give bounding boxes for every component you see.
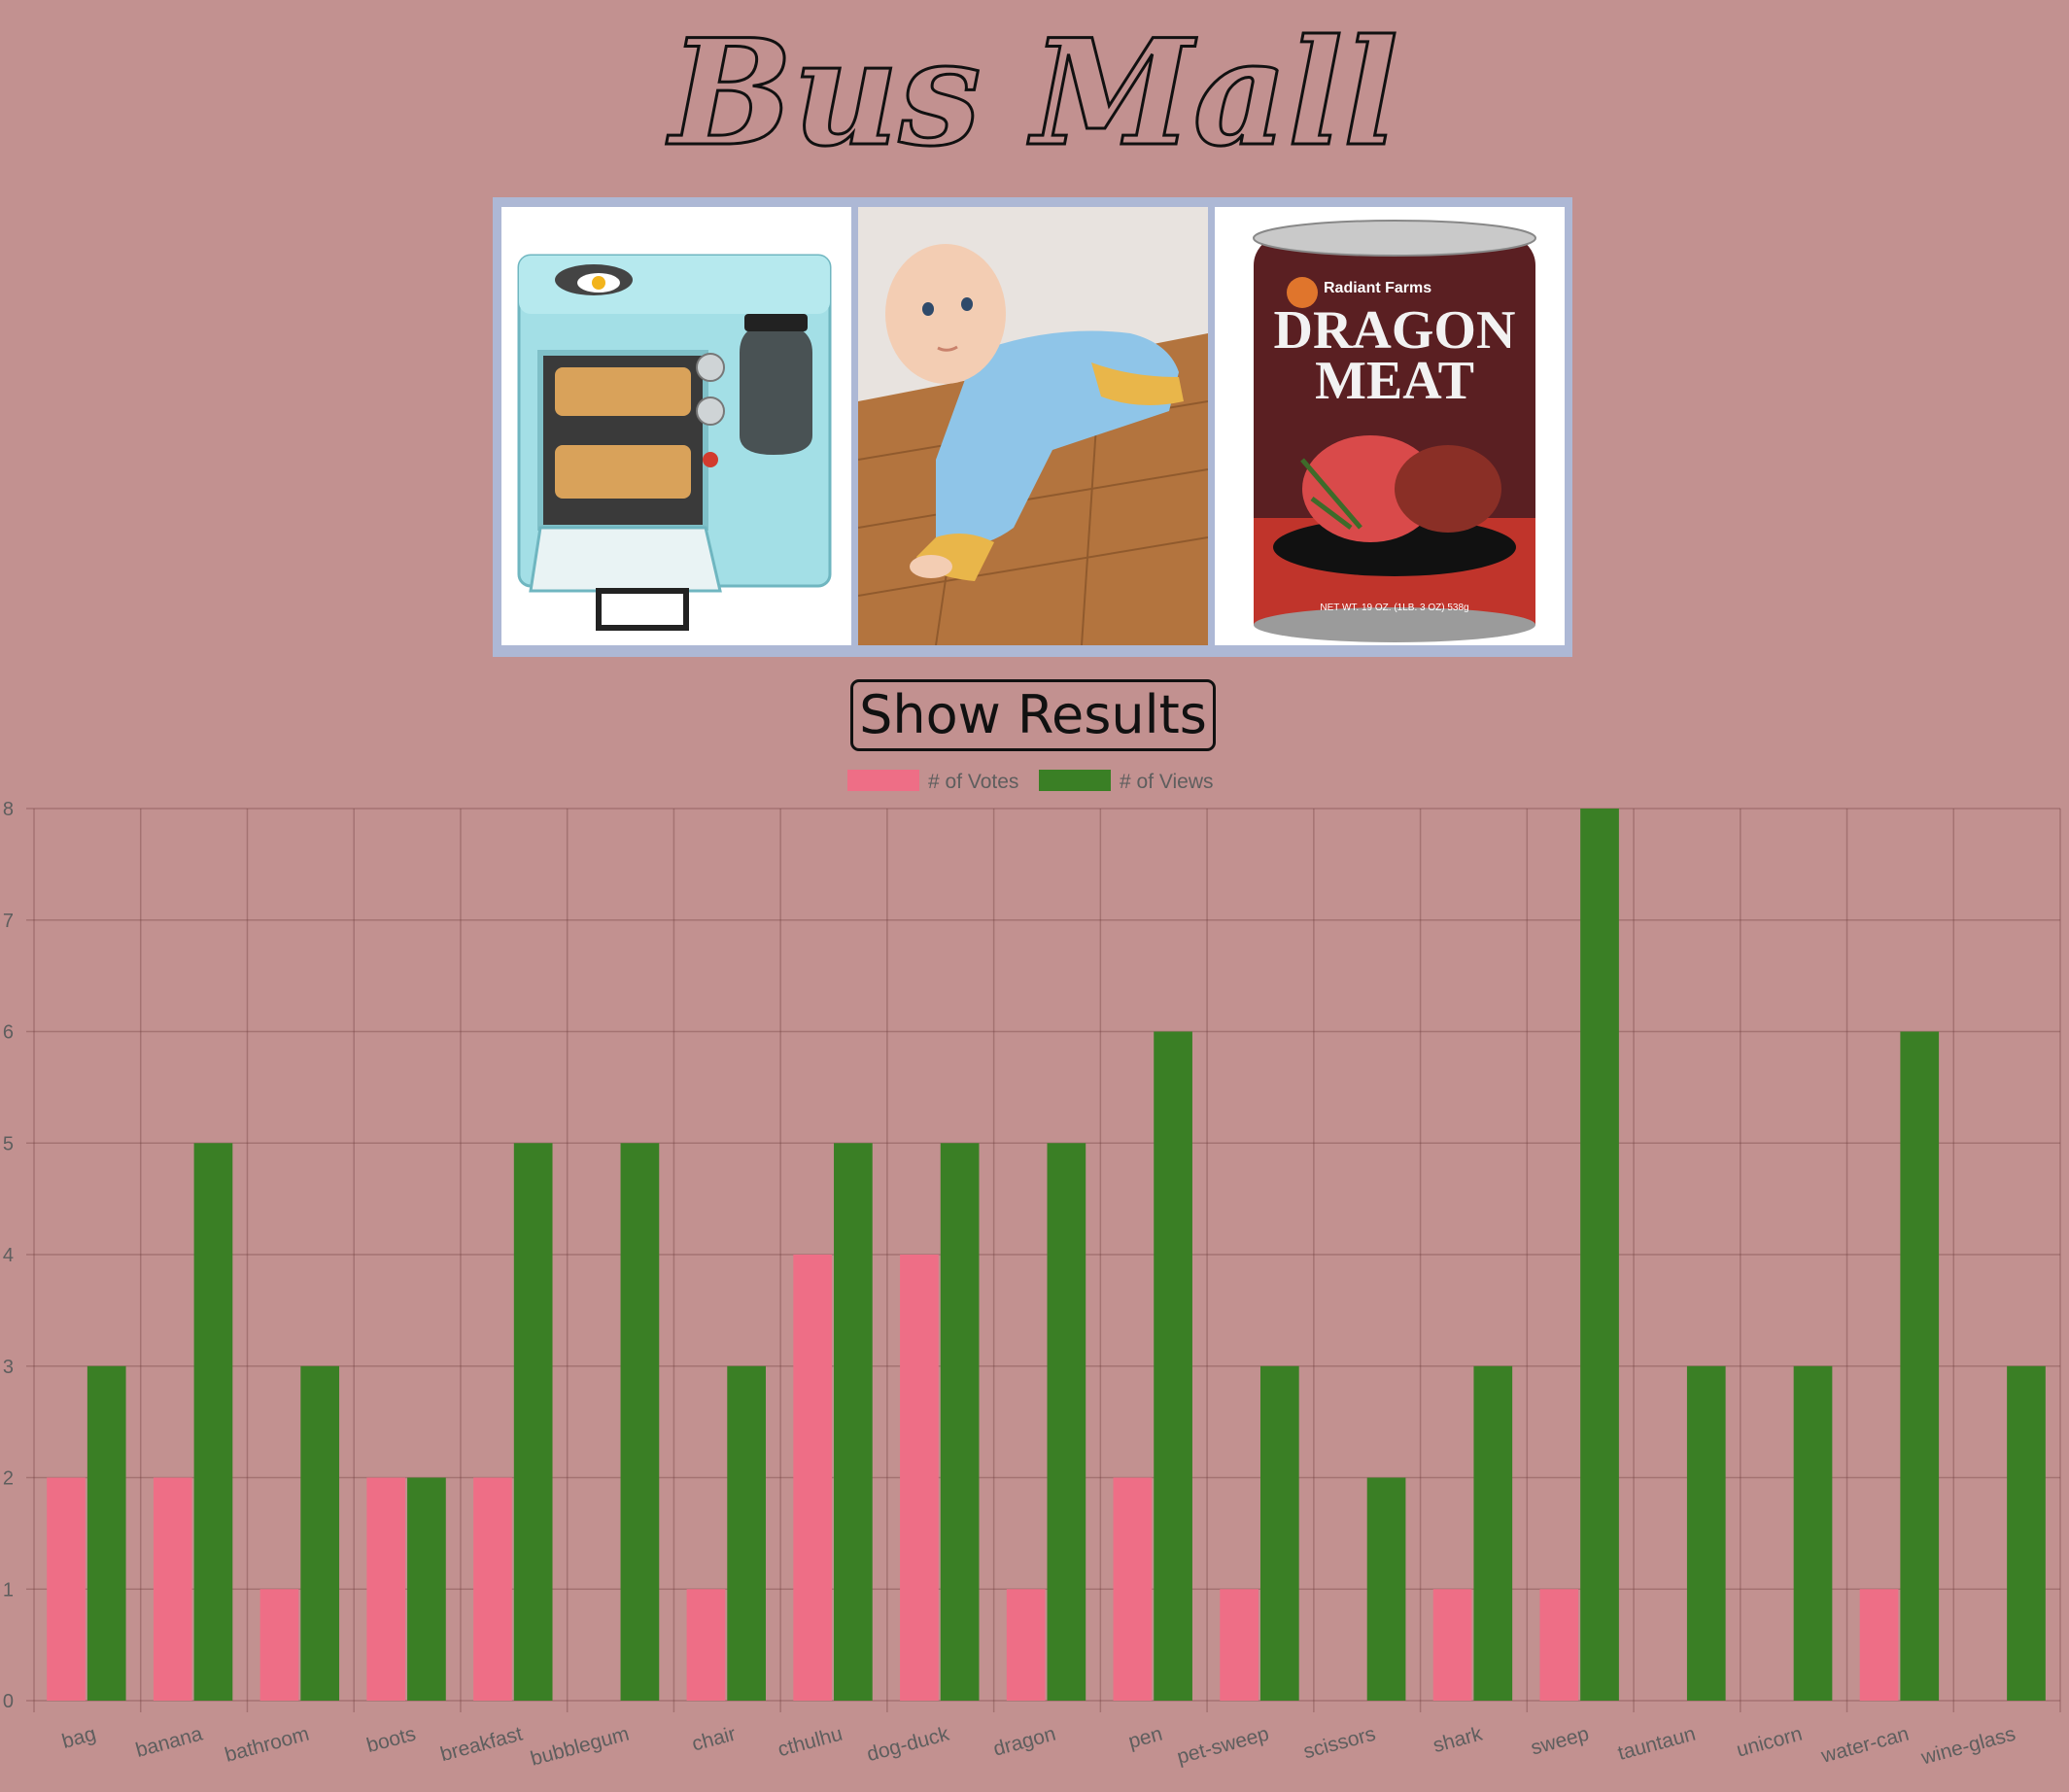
- page-title: Bus Mall: [665, 7, 1400, 181]
- bar-views-water-can: [1900, 1031, 1940, 1701]
- y-tick-label: 4: [3, 1245, 14, 1266]
- x-tick-label: dragon: [991, 1723, 1058, 1761]
- show-results-button[interactable]: Show Results: [850, 679, 1216, 751]
- x-tick-label: cthulhu: [776, 1723, 845, 1762]
- bar-views-bathroom: [300, 1365, 340, 1701]
- dragon-line1-text: DRAGON: [1274, 300, 1516, 361]
- bar-views-bag: [86, 1365, 126, 1701]
- y-tick-label: 1: [3, 1579, 14, 1601]
- dragon-brand-text: Radiant Farms: [1324, 280, 1431, 296]
- x-tick-label: dog-duck: [865, 1722, 952, 1766]
- chart-x-axis: bag banana bathroom boots breakfast bubblegum…: [59, 1722, 2017, 1770]
- bar-votes-sweep: [1539, 1589, 1579, 1701]
- page-title-text: Bus Mall: [666, 8, 1398, 179]
- dragon-net-weight-text: NET WT. 19 OZ. (1LB. 3 OZ) 538g: [1320, 603, 1468, 613]
- product-image-dragon[interactable]: Radiant Farms DRAGON MEAT NET WT. 19 OZ.…: [1215, 207, 1565, 645]
- x-tick-label: bathroom: [223, 1723, 312, 1767]
- x-tick-label: tauntaun: [1615, 1723, 1698, 1765]
- bar-views-wine-glass: [2007, 1365, 2046, 1701]
- votes-views-bar-chart: # of Votes # of Views 0 1 2 3 4 5 6 7 8 bag banana…: [3, 770, 2061, 1771]
- x-tick-label: bubblegum: [529, 1723, 632, 1771]
- bar-views-pet-sweep: [1259, 1365, 1299, 1701]
- bar-votes-dragon: [1006, 1589, 1046, 1701]
- y-tick-label: 7: [3, 911, 14, 932]
- chart-legend: # of Votes # of Views: [847, 770, 1214, 793]
- bar-views-cthulhu: [834, 1143, 873, 1701]
- bar-views-tauntaun: [1686, 1365, 1726, 1701]
- legend-label-views[interactable]: # of Views: [1120, 771, 1214, 793]
- legend-swatch-votes[interactable]: [847, 770, 919, 791]
- breakfast-image: [501, 207, 851, 645]
- bar-views-pen: [1154, 1031, 1192, 1701]
- dragon-image: Radiant Farms DRAGON MEAT NET WT. 19 OZ.…: [1215, 207, 1565, 645]
- bar-votes-dog-duck: [900, 1255, 939, 1701]
- product-panel: Radiant Farms DRAGON MEAT NET WT. 19 OZ.…: [493, 197, 1572, 657]
- x-tick-label: chair: [690, 1723, 739, 1756]
- x-tick-label: breakfast: [438, 1723, 526, 1767]
- bar-votes-pen: [1113, 1477, 1153, 1701]
- product-image-breakfast[interactable]: [501, 207, 851, 645]
- bar-votes-bathroom: [259, 1589, 299, 1701]
- legend-swatch-views[interactable]: [1039, 770, 1111, 791]
- x-tick-label: pen: [1126, 1723, 1165, 1753]
- bar-views-chair: [727, 1365, 766, 1701]
- y-tick-label: 0: [3, 1691, 14, 1712]
- bar-views-banana: [193, 1143, 233, 1701]
- y-tick-label: 5: [3, 1133, 14, 1154]
- y-tick-label: 3: [3, 1357, 14, 1378]
- x-tick-label: unicorn: [1734, 1723, 1804, 1762]
- bar-views-shark: [1473, 1365, 1513, 1701]
- bar-votes-breakfast: [473, 1477, 512, 1701]
- x-tick-label: sweep: [1529, 1723, 1592, 1760]
- bar-votes-banana: [153, 1477, 192, 1701]
- bar-views-bubblegum: [620, 1143, 660, 1701]
- bar-views-unicorn: [1793, 1365, 1833, 1701]
- y-tick-label: 2: [3, 1468, 14, 1490]
- bar-votes-pet-sweep: [1220, 1589, 1259, 1701]
- x-tick-label: shark: [1431, 1722, 1485, 1757]
- bar-views-sweep: [1580, 809, 1619, 1701]
- y-tick-label: 8: [3, 799, 14, 820]
- bar-votes-cthulhu: [793, 1255, 833, 1701]
- chart-y-axis: 0 1 2 3 4 5 6 7 8: [3, 799, 14, 1712]
- bar-votes-bag: [47, 1477, 86, 1701]
- bar-views-breakfast: [513, 1143, 553, 1701]
- bar-votes-chair: [686, 1589, 726, 1701]
- bar-views-scissors: [1366, 1477, 1406, 1701]
- legend-label-votes[interactable]: # of Votes: [928, 771, 1018, 793]
- x-tick-label: boots: [364, 1723, 419, 1758]
- product-image-pet-sweep[interactable]: [858, 207, 1208, 645]
- bar-views-dog-duck: [940, 1143, 980, 1701]
- x-tick-label: water-can: [1818, 1723, 1912, 1768]
- bar-views-boots: [407, 1477, 446, 1701]
- dragon-line2-text: MEAT: [1315, 351, 1474, 411]
- x-tick-label: scissors: [1301, 1723, 1378, 1764]
- x-tick-label: bag: [59, 1723, 98, 1753]
- bar-votes-boots: [366, 1477, 406, 1701]
- pet-sweep-image: [858, 207, 1208, 645]
- bar-votes-shark: [1432, 1589, 1472, 1701]
- x-tick-label: wine-glass: [1918, 1723, 2018, 1770]
- bar-views-dragon: [1047, 1143, 1086, 1701]
- y-tick-label: 6: [3, 1022, 14, 1044]
- bar-votes-water-can: [1859, 1589, 1899, 1701]
- x-tick-label: banana: [133, 1723, 205, 1762]
- x-tick-label: pet-sweep: [1175, 1723, 1272, 1769]
- chart-bars: [47, 809, 2046, 1701]
